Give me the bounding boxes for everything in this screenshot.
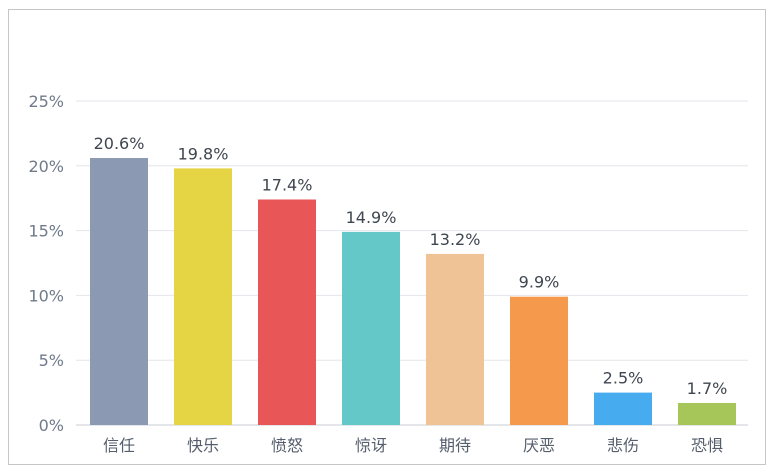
bar (678, 402, 736, 425)
data-label: 1.7% (687, 379, 728, 398)
y-axis-ticks: 0% 5% 10% 15% 20% 25% (28, 92, 64, 435)
category-label: 惊讶 (355, 436, 387, 455)
data-label: 17.4% (262, 175, 313, 194)
category-label: 悲伤 (607, 436, 639, 455)
data-label: 19.8% (178, 144, 229, 163)
category-label: 期待 (439, 436, 471, 455)
bar (90, 158, 148, 426)
category-label: 恐惧 (691, 436, 723, 455)
data-label: 14.9% (346, 208, 397, 227)
data-label: 2.5% (603, 369, 644, 388)
bar (258, 199, 316, 425)
category-label: 信任 (103, 436, 135, 455)
y-tick-label: 10% (28, 286, 64, 305)
bar (174, 168, 232, 425)
y-tick-label: 20% (28, 157, 64, 176)
bars (90, 158, 736, 426)
category-label: 快乐 (187, 436, 219, 455)
y-tick-label: 15% (28, 222, 64, 241)
x-axis-categories: 信任 快乐 愤怒 惊讶 期待 厌恶 悲伤 恐惧 (103, 436, 723, 455)
bar (510, 296, 568, 425)
bar (426, 253, 484, 425)
data-labels: 20.6% 19.8% 17.4% 14.9% 13.2% 9.9% 2.5% 1.7% (94, 134, 728, 398)
data-label: 20.6% (94, 134, 145, 153)
y-tick-label: 0% (39, 416, 64, 435)
y-tick-label: 5% (39, 351, 64, 370)
y-tick-label: 25% (28, 92, 64, 111)
category-label: 愤怒 (271, 436, 303, 455)
category-label: 厌恶 (523, 436, 555, 455)
data-label: 13.2% (430, 230, 481, 249)
bar (342, 231, 400, 425)
data-label: 9.9% (519, 273, 560, 292)
bar (594, 392, 652, 425)
